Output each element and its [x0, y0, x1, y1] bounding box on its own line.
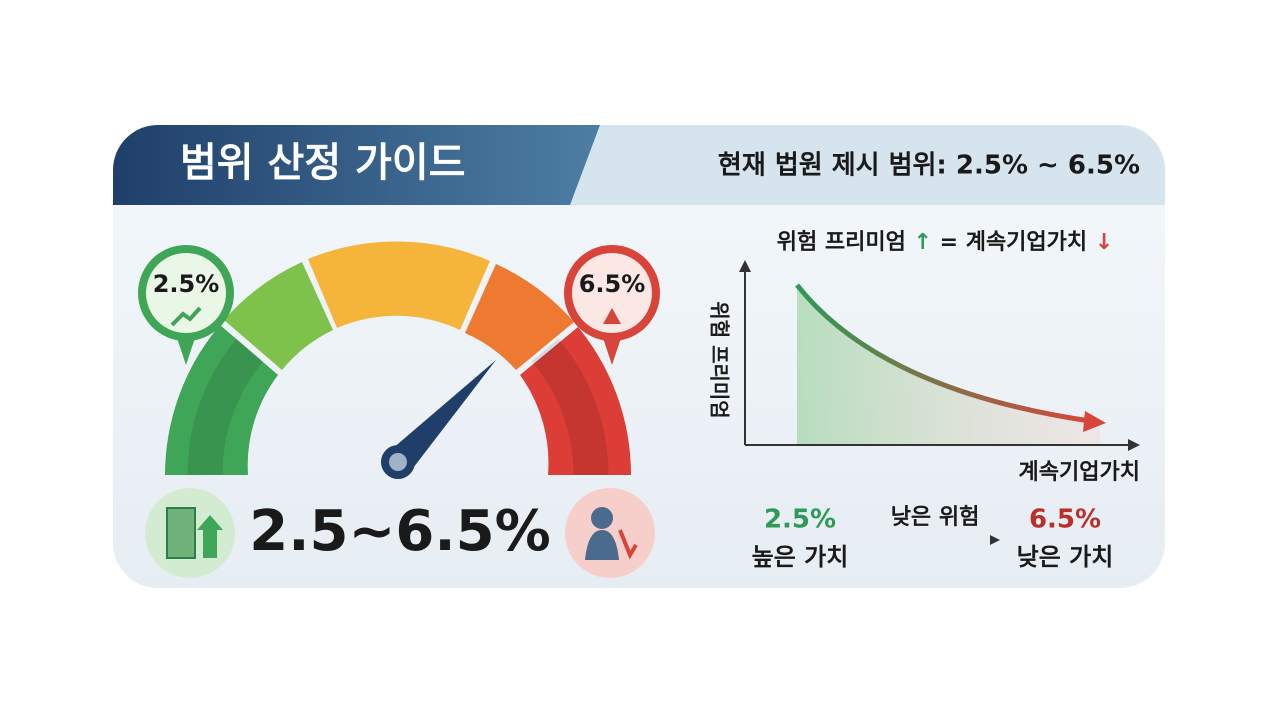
needle	[385, 360, 496, 472]
arrow-icon	[197, 515, 223, 558]
title-part: 위험 프리미엄	[777, 229, 906, 255]
gauge-seg	[308, 241, 490, 330]
high-badge-inner	[572, 253, 652, 333]
x-axis-arrow	[1128, 439, 1140, 451]
building-icon	[166, 507, 196, 559]
badge-tail	[602, 335, 622, 365]
curve-arrowhead	[1083, 411, 1106, 432]
person-icon	[591, 507, 613, 529]
warn-icon	[603, 308, 621, 324]
low-label: 2.5%	[153, 270, 220, 298]
badge-tail	[176, 335, 196, 365]
gauge-seg	[520, 327, 632, 475]
gauge-seg	[465, 264, 574, 370]
gauge-shade	[187, 338, 264, 476]
header-subtitle: 현재 법원 제시 범위: 2.5% ~ 6.5%	[718, 151, 1140, 181]
gauge	[165, 241, 632, 479]
down-icon	[618, 529, 638, 560]
arrow-label: 낮은 위험	[891, 504, 980, 530]
high-label: 6.5%	[579, 270, 646, 298]
risk-icon-bg	[565, 488, 655, 578]
right-caption: 낮은 가치	[1017, 543, 1114, 571]
title-part: ↑	[914, 230, 932, 255]
x-axis-label: 계속기업가치	[1019, 460, 1140, 485]
gauge-seg	[165, 325, 278, 475]
gauge-shade	[531, 338, 609, 476]
gauge-seg	[224, 262, 333, 370]
title-part: ↓	[1095, 230, 1113, 255]
header-title: 범위 산정 가이드	[180, 140, 465, 186]
curve-area	[797, 285, 1100, 445]
low-badge-inner	[146, 253, 226, 333]
header-tab	[113, 125, 600, 205]
curve	[795, 283, 1091, 424]
chart-title: 위험 프리미엄 ↑ = 계속기업가치 ↓	[777, 229, 1114, 255]
y-axis-label: 위험 프리미엄	[708, 301, 732, 418]
person-icon	[585, 530, 619, 560]
range-label: 2.5~6.5%	[249, 499, 550, 564]
left-value: 2.5%	[764, 505, 836, 535]
right-value: 6.5%	[1029, 505, 1101, 535]
up-icon	[170, 306, 202, 327]
left-caption: 높은 가치	[752, 543, 849, 571]
title-part: = 계속기업가치	[940, 230, 1088, 255]
legend-arrowhead	[990, 535, 1000, 545]
y-axis-arrow	[739, 260, 751, 272]
needle-hub-inner	[389, 453, 407, 471]
